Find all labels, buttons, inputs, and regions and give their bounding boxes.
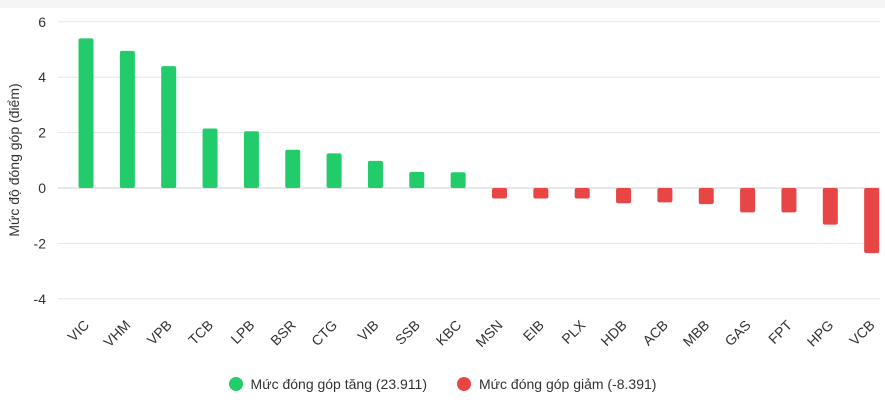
top-band [0,0,885,8]
legend-item-decrease[interactable]: Mức đóng góp giảm (-8.391) [456,376,657,392]
y-axis-label: Mức độ đóng góp (điểm) [6,83,22,236]
bar-vib[interactable] [367,160,383,188]
bars [78,38,880,254]
x-tick-label: GAS [721,317,753,349]
x-tick-label: HPG [804,317,837,350]
x-tick-label: VHM [100,317,133,350]
x-tick-label: TCB [185,317,216,348]
bar-vcb[interactable] [864,188,880,254]
bar-tcb[interactable] [202,128,218,188]
bar-ssb[interactable] [409,171,425,188]
bar-hdb[interactable] [616,188,632,204]
bar-eib[interactable] [533,188,549,199]
x-tick-label: MSN [472,317,505,350]
bar-acb[interactable] [657,188,673,203]
bar-vhm[interactable] [119,50,135,189]
x-tick-label: EIB [520,317,547,344]
x-tick-labels: VIC VHM VPB TCB LPB BSR CTG VIB SSB KBC MSN EIB PLX H… [64,316,877,350]
x-tick-label: BSR [267,317,299,349]
legend-swatch-decrease [456,377,471,391]
x-tick-label: HDB [597,317,629,349]
bar-bsr[interactable] [285,149,301,188]
x-tick-label: LPB [227,317,257,347]
y-tick-label: -4 [34,291,47,307]
x-tick-label: MBB [680,317,713,350]
bar-gas[interactable] [740,188,756,213]
x-tick-label: VIB [354,317,381,344]
legend-item-increase[interactable]: Mức đóng góp tăng (23.911) [228,376,427,392]
x-tick-label: VIC [64,317,92,345]
legend-swatch-increase [228,377,243,391]
x-tick-label: ACB [639,317,671,349]
legend-label-decrease: Mức đóng góp giảm (-8.391) [478,376,657,392]
bar-vic[interactable] [78,38,94,188]
y-tick-label: 0 [38,180,46,196]
bar-plx[interactable] [574,188,590,199]
x-tick-label: VCB [846,317,878,349]
y-tick-label: -2 [34,235,47,251]
bar-kbc[interactable] [450,172,466,188]
bar-ctg[interactable] [326,153,342,188]
bar-hpg[interactable] [822,188,838,225]
bar-vpb[interactable] [161,66,177,188]
legend-label-increase: Mức đóng góp tăng (23.911) [250,376,427,392]
legend: Mức đóng góp tăng (23.911) Mức đóng góp … [0,376,885,392]
x-tick-label: KBC [433,317,465,349]
x-tick-label: SSB [392,317,423,348]
y-tick-label: 2 [38,125,46,141]
bar-msn[interactable] [492,188,507,199]
x-tick-label: FPT [765,316,795,346]
y-tick-labels: 6 4 2 0 -2 -4 [34,14,47,307]
x-tick-label: VPB [144,317,175,348]
y-tick-label: 6 [38,14,46,30]
y-tick-label: 4 [38,69,46,85]
bar-fpt[interactable] [781,188,797,213]
bar-lpb[interactable] [243,131,259,188]
x-tick-label: CTG [308,317,340,349]
bar-mbb[interactable] [698,188,714,205]
gridlines [58,21,880,300]
x-tick-label: PLX [558,316,588,346]
